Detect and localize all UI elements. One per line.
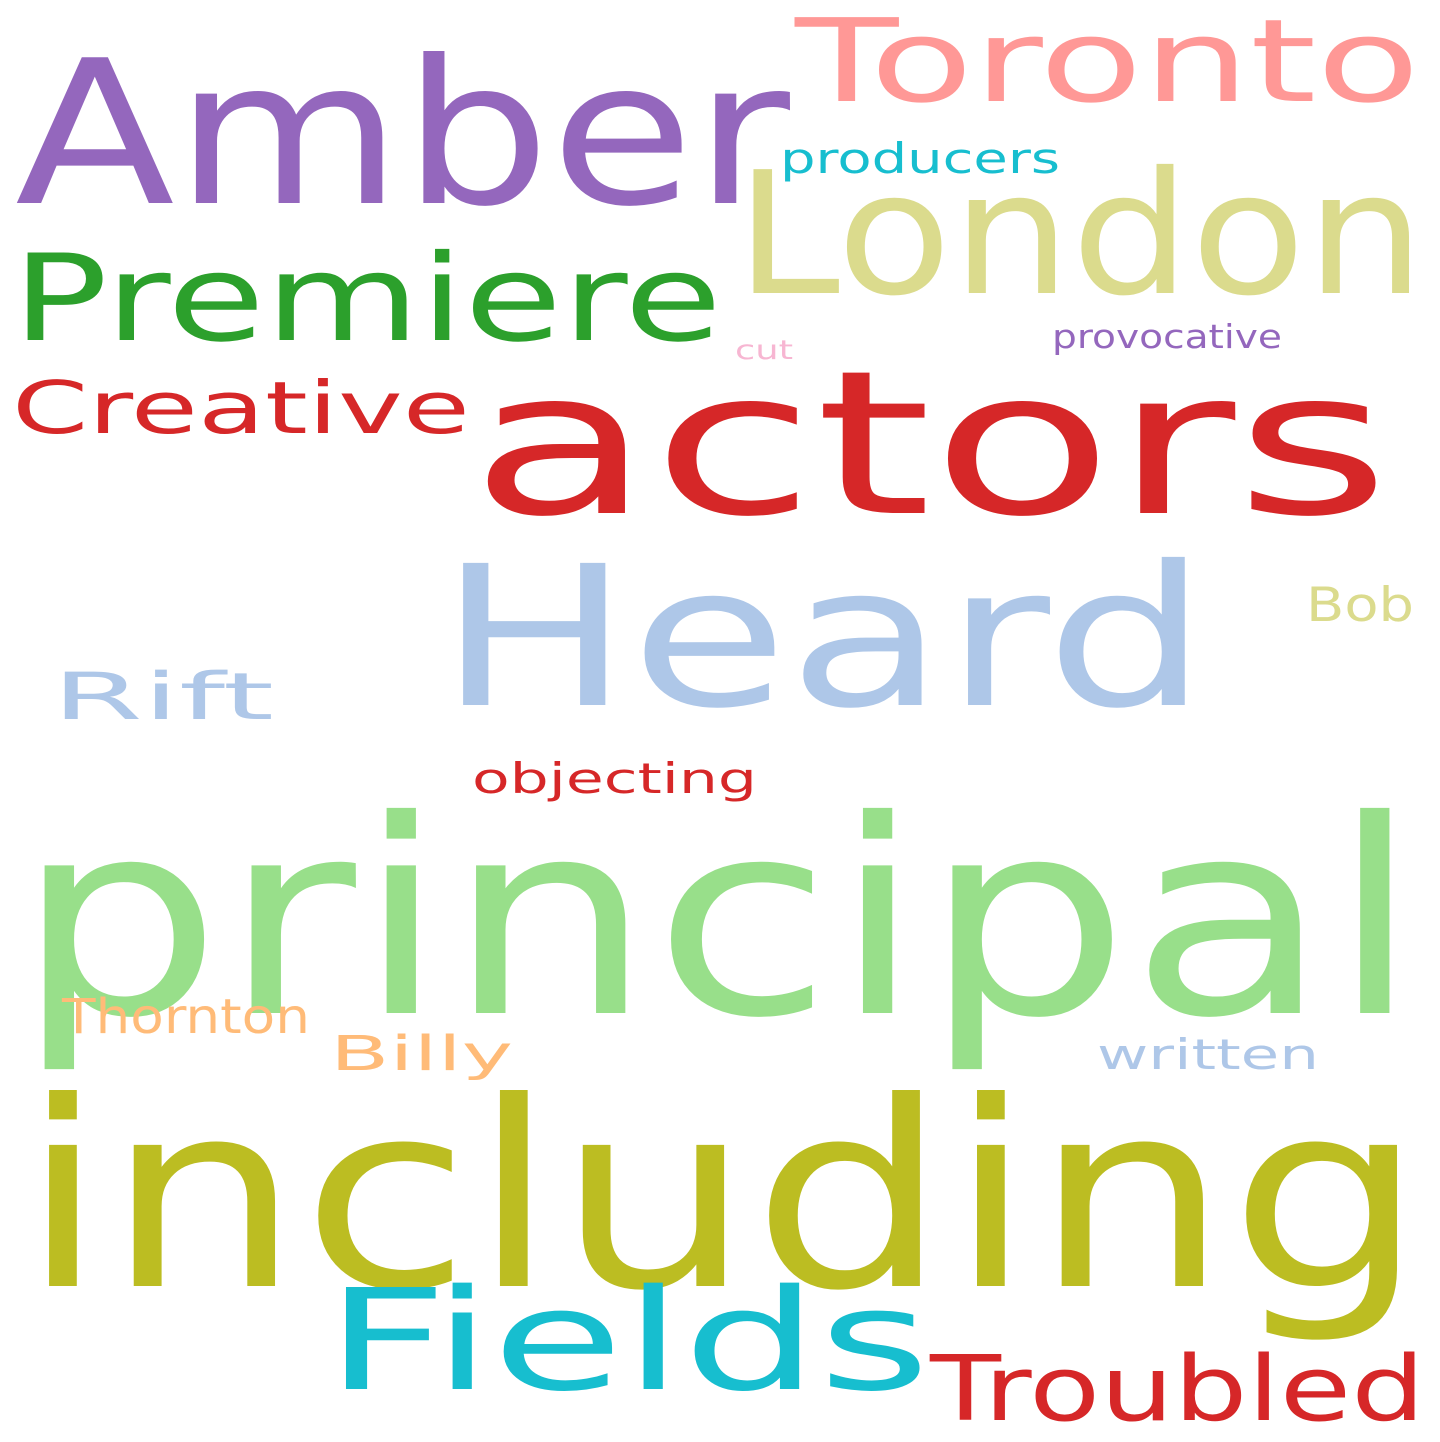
word-written: written bbox=[1097, 1030, 1319, 1079]
word-fields: Fields bbox=[325, 1260, 930, 1423]
word-troubled: Troubled bbox=[930, 1337, 1425, 1442]
word-producers: producers bbox=[780, 134, 1060, 183]
word-including: including bbox=[20, 1047, 1425, 1347]
word-provocative: provocative bbox=[1052, 317, 1282, 356]
word-cut: cut bbox=[735, 335, 793, 366]
word-premiere: Premiere bbox=[12, 230, 722, 369]
word-principal: principal bbox=[15, 762, 1420, 1077]
word-thornton: Thornton bbox=[62, 989, 310, 1045]
word-objecting: objecting bbox=[472, 754, 757, 803]
word-rift: Rift bbox=[52, 660, 274, 735]
word-creative: Creative bbox=[12, 366, 470, 450]
word-london: London bbox=[735, 136, 1425, 334]
word-toronto: Toronto bbox=[795, 0, 1420, 129]
word-actors: actors bbox=[470, 328, 1390, 561]
word-bob: Bob bbox=[1306, 578, 1414, 633]
word-heard: Heard bbox=[438, 524, 1208, 751]
word-amber: Amber bbox=[15, 18, 790, 251]
word-billy: Billy bbox=[330, 1026, 513, 1082]
